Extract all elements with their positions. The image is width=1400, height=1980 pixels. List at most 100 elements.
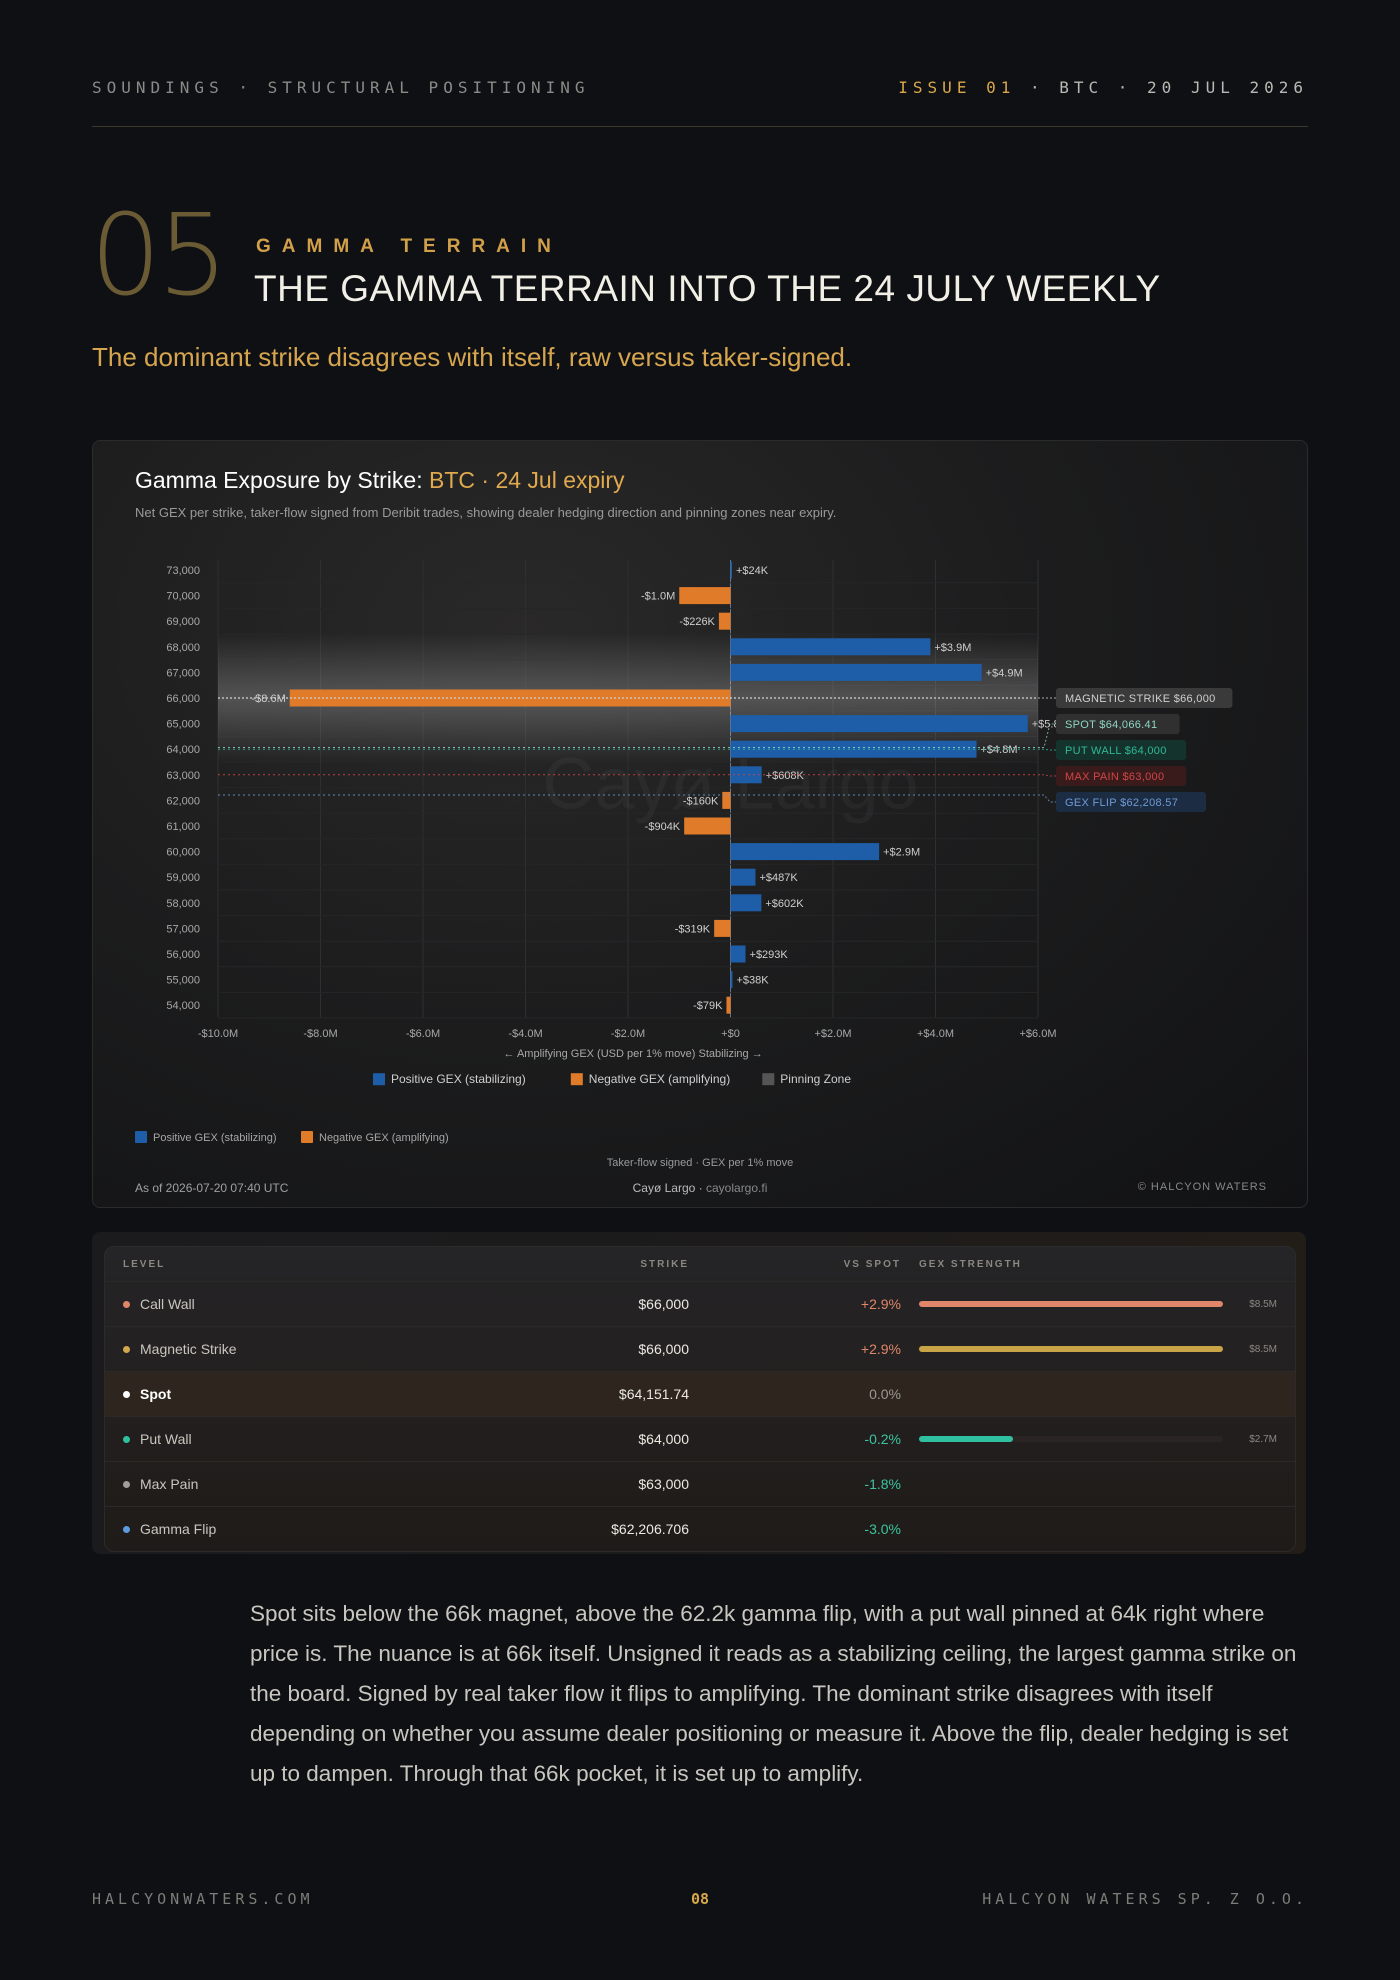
marker-callout [1056, 714, 1180, 734]
bar [730, 868, 756, 886]
bar [722, 791, 731, 809]
data-label: -$319K [675, 923, 711, 935]
level-name: Spot [140, 1386, 172, 1402]
marker-connector [1038, 794, 1056, 803]
table-row[interactable]: Magnetic Strike $66,000 +2.9% $8.5M [105, 1326, 1295, 1371]
header-vs-spot: VS SPOT [843, 1258, 901, 1270]
issue-number: ISSUE 01 [898, 78, 1016, 97]
y-tick-label: 60,000 [166, 847, 200, 859]
marker-callout [1056, 792, 1206, 812]
legend-label: Positive GEX (stabilizing) [391, 1072, 526, 1086]
x-axis-label: ← Amplifying GEX (USD per 1% move) Stabi… [504, 1048, 763, 1060]
table-row[interactable]: Max Pain $63,000 -1.8% [105, 1461, 1295, 1506]
y-tick-label: 65,000 [166, 719, 200, 731]
vs-spot-cell: +2.9% [860, 1296, 901, 1312]
level-name: Magnetic Strike [140, 1341, 237, 1357]
publication-label: SOUNDINGS · STRUCTURAL POSITIONING [92, 78, 590, 97]
level-cell: Call Wall [123, 1282, 195, 1326]
gex-strength-bar [919, 1346, 1223, 1352]
marker-connector [1038, 748, 1056, 751]
footer-company: HALCYON WATERS SP. Z O.O. [982, 1890, 1308, 1908]
page-title: THE GAMMA TERRAIN INTO THE 24 JULY WEEKL… [254, 268, 1161, 309]
level-dot-icon [123, 1525, 130, 1533]
table-row[interactable]: Put Wall $64,000 -0.2% $2.7M [105, 1416, 1295, 1461]
levels-panel: LEVEL STRIKE VS SPOT GEX STRENGTH Call W… [92, 1232, 1306, 1554]
data-label: -$904K [645, 821, 681, 833]
gex-strength-fill [919, 1346, 1223, 1352]
gex-strength-bar [919, 1301, 1223, 1307]
data-label: +$3.9M [934, 642, 971, 654]
strike-cell: $62,206.706 [611, 1521, 689, 1537]
data-label: -$1.0M [641, 591, 675, 603]
marker-callout [1056, 688, 1233, 708]
marker-label: SPOT $64,066.41 [1065, 719, 1157, 731]
x-tick-label: -$2.0M [611, 1028, 645, 1040]
data-label: +$608K [766, 770, 805, 782]
y-tick-label: 73,000 [166, 565, 200, 577]
bar [730, 663, 982, 681]
y-tick-label: 67,000 [166, 667, 200, 679]
data-label: -$160K [683, 795, 719, 807]
gex-strength-value: $8.5M [1249, 1298, 1277, 1310]
data-label: -$79K [693, 1000, 723, 1012]
bar [730, 766, 762, 784]
marker-connector [1038, 774, 1056, 777]
y-tick-label: 66,000 [166, 693, 200, 705]
y-tick-label: 62,000 [166, 795, 200, 807]
brand-line: Cayø Largo · cayolargo.fi [632, 1181, 768, 1195]
section-kicker: GAMMA TERRAIN [256, 236, 562, 257]
legend-negative: Negative GEX (amplifying) [301, 1131, 449, 1144]
legend-label: Pinning Zone [780, 1072, 851, 1086]
marker-label: GEX FLIP $62,208.57 [1065, 797, 1178, 809]
y-tick-label: 70,000 [166, 591, 200, 603]
level-cell: Put Wall [123, 1417, 192, 1461]
strike-cell: $64,151.74 [618, 1386, 689, 1402]
copyright: © HALCYON WATERS [1137, 1181, 1267, 1193]
bar [726, 996, 731, 1014]
gex-chart: -$10.0M -$8.0M -$6.0M -$4.0M -$2.0M +$0 +$2.0M… [166, 560, 1233, 1086]
table-row[interactable]: Call Wall $66,000 +2.9% $8.5M [105, 1281, 1295, 1326]
y-tick-label: 63,000 [166, 770, 200, 782]
bar [714, 919, 731, 937]
level-cell: Magnetic Strike [123, 1327, 236, 1371]
y-tick-label: 55,000 [166, 975, 200, 987]
y-tick-label: 57,000 [166, 923, 200, 935]
level-name: Call Wall [140, 1296, 195, 1312]
bar [730, 638, 931, 656]
footer-website[interactable]: HALCYONWATERS.COM [92, 1890, 314, 1908]
y-tick-label: 64,000 [166, 744, 200, 756]
page-subtitle: The dominant strike disagrees with itsel… [92, 342, 853, 372]
chart-title: Gamma Exposure by Strike: BTC · 24 Jul e… [135, 467, 625, 494]
data-label: +$24K [736, 565, 769, 577]
table-row[interactable]: Gamma Flip $62,206.706 -3.0% [105, 1506, 1295, 1551]
level-cell: Max Pain [123, 1462, 198, 1506]
table-row[interactable]: Spot $64,151.74 0.0% [105, 1371, 1295, 1416]
legend-swatch [570, 1073, 583, 1086]
bar [684, 817, 731, 835]
y-tick-label: 54,000 [166, 1000, 200, 1012]
bar [730, 715, 1028, 733]
data-label: +$602K [765, 898, 804, 910]
vs-spot-cell: +2.9% [860, 1341, 901, 1357]
gex-strength-fill [919, 1301, 1223, 1307]
gex-strength-bar [919, 1436, 1223, 1442]
x-tick-label: +$6.0M [1020, 1028, 1057, 1040]
bar [730, 843, 880, 861]
data-label: +$4.8M [981, 744, 1018, 756]
bar [718, 612, 731, 630]
chart-card: -$10.0M -$8.0M -$6.0M -$4.0M -$2.0M +$0 +$2.0M… [92, 440, 1308, 1208]
vs-spot-cell: 0.0% [869, 1386, 901, 1402]
header-gex-strength: GEX STRENGTH [919, 1258, 1022, 1270]
marker-label: PUT WALL $64,000 [1065, 745, 1167, 757]
level-cell: Spot [123, 1372, 171, 1416]
section-number: 05 [90, 191, 229, 321]
level-dot-icon [123, 1435, 130, 1443]
level-dot-icon [123, 1480, 130, 1488]
gex-strength-value: $8.5M [1249, 1343, 1277, 1355]
legend-positive-label: Positive GEX (stabilizing) [153, 1132, 277, 1144]
issue-meta: · BTC · 20 JUL 2026 [1015, 78, 1308, 97]
marker-label: MAX PAIN $63,000 [1065, 771, 1164, 783]
data-label: -$8.6M [252, 693, 286, 705]
brand-url[interactable]: cayolargo.fi [706, 1181, 768, 1195]
vs-spot-cell: -0.2% [864, 1431, 901, 1447]
